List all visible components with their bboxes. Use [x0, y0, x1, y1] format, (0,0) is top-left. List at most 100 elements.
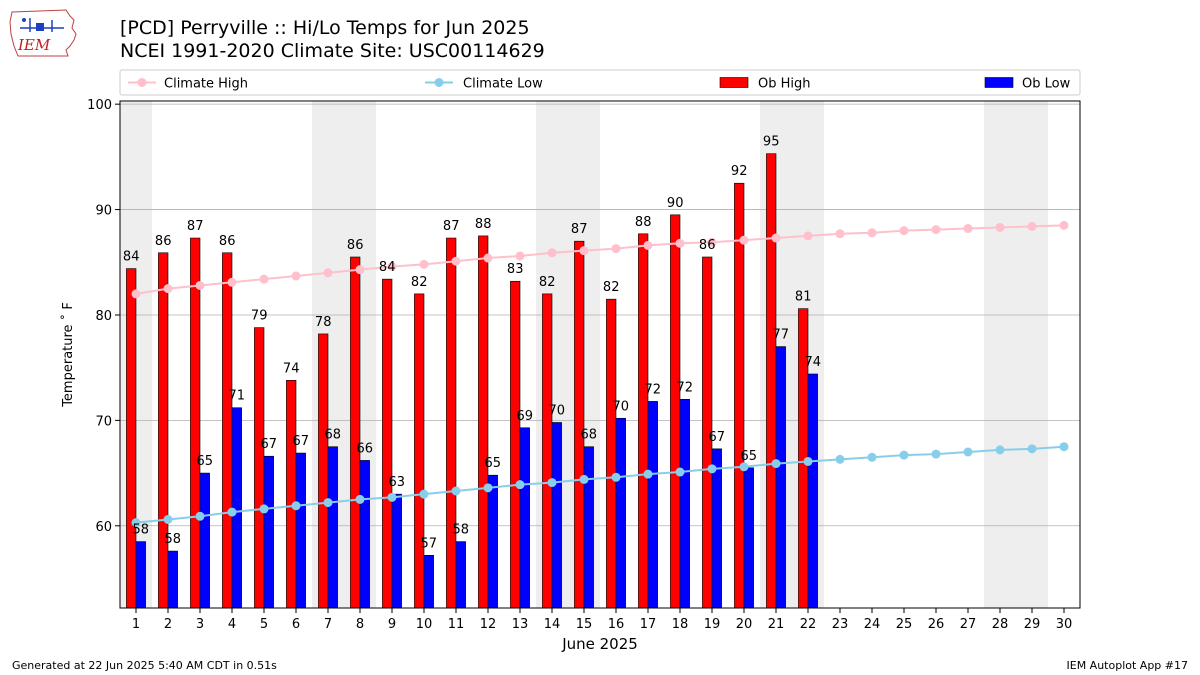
climate-high-point — [643, 240, 653, 250]
ob-high-label: 84 — [379, 260, 396, 275]
climate-high-point — [1059, 220, 1069, 230]
climate-low-point — [643, 469, 653, 479]
ob-high-label: 90 — [667, 196, 684, 211]
x-tick-label: 18 — [672, 617, 689, 632]
climate-low-point — [547, 478, 557, 488]
ob-low-bar — [615, 417, 626, 609]
x-tick-label: 12 — [480, 617, 497, 632]
climate-low-point — [899, 450, 909, 460]
ob-high-bar — [318, 333, 329, 609]
ob-high-label: 88 — [635, 215, 652, 230]
climate-high-point — [355, 265, 365, 275]
climate-low-point — [195, 511, 205, 521]
ob-low-label: 58 — [453, 523, 470, 538]
ob-low-bar — [359, 460, 370, 609]
ob-high-bar — [254, 327, 265, 609]
climate-low-point — [611, 472, 621, 482]
climate-high-point — [451, 256, 461, 266]
climate-high-point — [227, 277, 237, 287]
ob-low-label: 68 — [325, 428, 342, 443]
legend-climate-high-marker — [137, 78, 147, 87]
climate-high-point — [195, 280, 205, 290]
iem-logo: IEM — [9, 9, 77, 57]
climate-low-point — [1059, 442, 1069, 452]
x-tick-label: 29 — [1024, 617, 1041, 632]
climate-high-point — [963, 224, 973, 234]
y-tick-label: 60 — [95, 520, 112, 535]
ob-high-bar — [382, 278, 393, 609]
ob-high-bar — [286, 380, 297, 609]
ob-low-label: 66 — [357, 441, 374, 456]
app-credit: IEM Autoplot App #17 — [1066, 659, 1189, 672]
climate-low-point — [963, 447, 973, 457]
ob-high-label: 83 — [507, 262, 524, 277]
x-tick-label: 2 — [164, 617, 172, 632]
ob-low-label: 71 — [229, 389, 246, 404]
climate-low-point — [931, 449, 941, 459]
climate-high-point — [579, 246, 589, 256]
x-tick-label: 3 — [196, 617, 204, 632]
ob-low-label: 70 — [613, 399, 630, 414]
ob-low-bar — [199, 472, 210, 609]
climate-high-point — [931, 225, 941, 235]
ob-high-bar — [766, 153, 777, 609]
ob-high-label: 84 — [123, 250, 140, 265]
legend-ob-high-swatch — [719, 77, 749, 88]
x-tick-label: 21 — [768, 617, 785, 632]
ob-high-bar — [446, 237, 457, 609]
chart-title: [PCD] Perryville :: Hi/Lo Temps for Jun … — [120, 17, 530, 39]
climate-low-line — [135, 445, 1065, 524]
x-tick-label: 4 — [228, 617, 236, 632]
ob-low-bar — [519, 427, 530, 609]
legend-ob-low-label: Ob Low — [1022, 77, 1071, 92]
ob-high-bar — [478, 235, 489, 609]
ob-high-label: 86 — [347, 238, 364, 253]
ob-high-label: 81 — [795, 290, 812, 305]
logo-text: IEM — [17, 36, 51, 54]
ob-low-label: 67 — [709, 430, 726, 445]
ob-high-bar — [638, 233, 649, 609]
climate-high-point — [771, 233, 781, 243]
legend-ob-high-label: Ob High — [758, 77, 811, 92]
climate-low-point — [419, 489, 429, 499]
legend-climate-high-label: Climate High — [164, 77, 248, 92]
legend-climate-low-marker — [434, 78, 444, 87]
y-tick-label: 70 — [95, 414, 112, 429]
ob-high-label: 95 — [763, 135, 780, 150]
plot-frame — [119, 100, 1081, 609]
ob-low-bar — [391, 493, 402, 609]
ob-low-label: 57 — [421, 536, 438, 551]
x-axis-label: June 2025 — [561, 635, 638, 653]
ob-high-bar — [126, 268, 137, 609]
climate-high-point — [323, 268, 333, 278]
climate-high-point — [291, 271, 301, 281]
x-tick-label: 16 — [608, 617, 625, 632]
climate-low-point — [835, 454, 845, 464]
ob-low-bar — [583, 446, 594, 609]
climate-high-point — [419, 259, 429, 269]
x-tick-label: 24 — [864, 617, 881, 632]
legend-climate-low-label: Climate Low — [463, 77, 543, 92]
climate-high-point — [803, 231, 813, 241]
ob-low-label: 77 — [773, 328, 790, 343]
ob-low-label: 69 — [517, 409, 534, 424]
x-tick-label: 17 — [640, 617, 657, 632]
climate-high-point — [707, 237, 717, 247]
ob-low-bar — [455, 541, 466, 609]
ob-low-bar — [551, 422, 562, 609]
ob-high-bar — [222, 252, 233, 609]
climate-high-point — [1027, 221, 1037, 231]
ob-low-label: 67 — [293, 434, 310, 449]
ob-high-label: 82 — [603, 280, 620, 295]
x-tick-label: 23 — [832, 617, 849, 632]
legend-ob-low-swatch — [984, 77, 1014, 88]
x-tick-label: 8 — [356, 617, 364, 632]
ob-high-label: 87 — [443, 219, 460, 234]
ob-low-bar — [487, 474, 498, 609]
x-tick-label: 26 — [928, 617, 945, 632]
generated-timestamp: Generated at 22 Jun 2025 5:40 AM CDT in … — [12, 659, 277, 672]
ob-low-bar — [807, 373, 818, 609]
ob-high-label: 79 — [251, 309, 268, 324]
ob-high-bar — [414, 293, 425, 609]
